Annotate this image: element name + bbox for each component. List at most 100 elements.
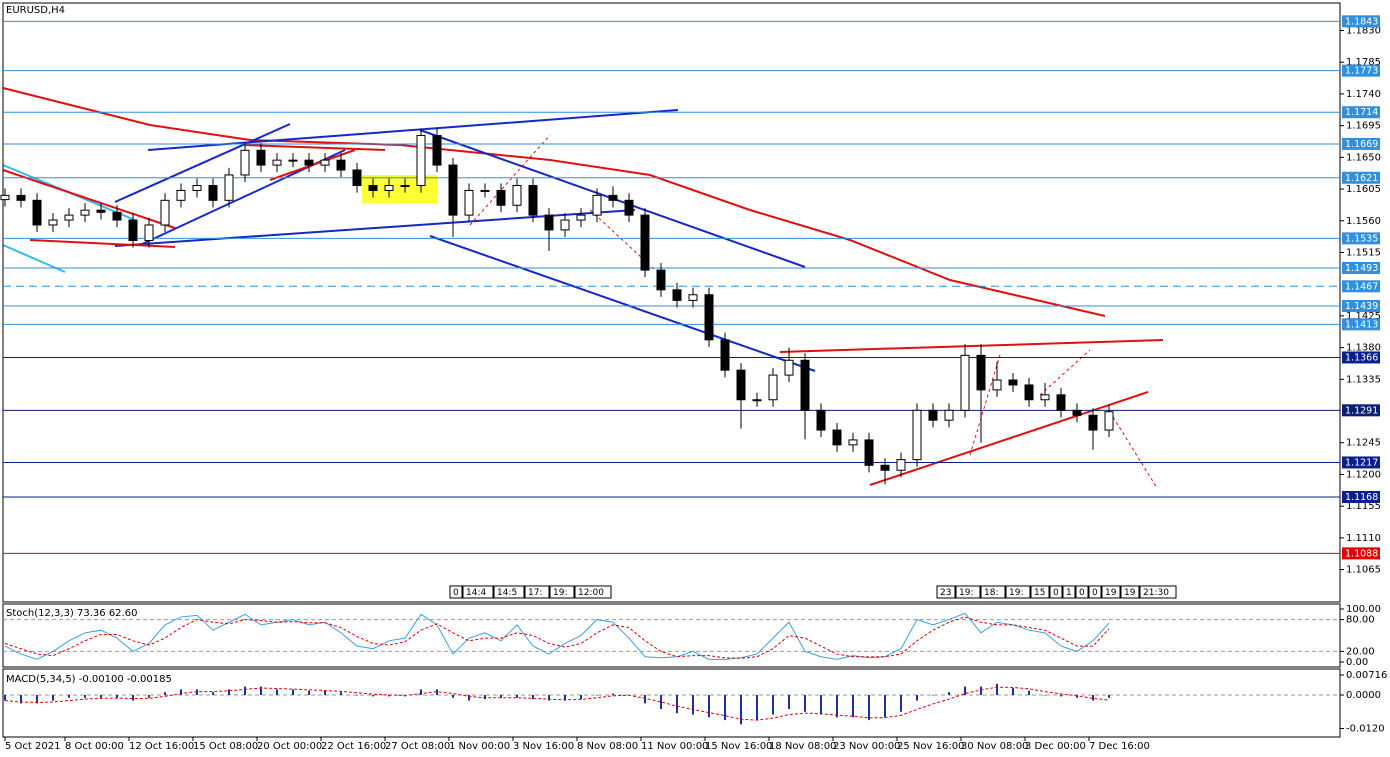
macd-bar: [964, 686, 966, 695]
moving-average: [2, 87, 1106, 317]
candle-body: [272, 159, 282, 166]
macd-bar: [388, 694, 390, 697]
y-tick-label: 0.00: [1346, 657, 1368, 668]
macd-bar: [532, 694, 534, 700]
time-box-label: 17:: [528, 588, 542, 598]
trend-line: [114, 123, 291, 203]
price-label: 1.1535: [1345, 233, 1378, 244]
macd-bar: [1028, 690, 1030, 695]
macd-bar: [180, 689, 182, 695]
macd-bar: [708, 694, 710, 718]
x-tick-label: 25 Nov 16:00: [897, 741, 964, 752]
trend-line: [2, 169, 176, 229]
macd-bar: [788, 694, 790, 709]
x-tick-label: 20 Oct 00:00: [257, 741, 322, 752]
candle-body: [848, 439, 858, 446]
candle-body: [624, 199, 634, 216]
indicator-line: [4, 616, 1110, 659]
candle-body: [1056, 394, 1066, 411]
candle-body: [512, 185, 522, 206]
x-tick-label: 11 Nov 00:00: [641, 741, 708, 752]
candle-body: [992, 379, 1002, 391]
candle-body: [304, 159, 314, 166]
candle-body: [528, 185, 538, 216]
y-tick-label: 1.1515: [1346, 247, 1381, 258]
time-box: [524, 585, 550, 599]
panel-title: Stoch(12,3,3) 73.36 62.60: [6, 608, 137, 619]
macd-bar: [660, 694, 662, 709]
candle-body: [16, 194, 26, 201]
y-tick-label: 1.1065: [1346, 565, 1381, 576]
trend-line: [244, 144, 386, 151]
time-box: [1120, 585, 1140, 599]
x-tick-label: 3 Dec 00:00: [1025, 741, 1086, 752]
macd-bar: [836, 694, 838, 718]
candle-body: [816, 409, 826, 431]
macd-bar: [724, 694, 726, 721]
y-tick-label: 0.00716: [1346, 670, 1387, 681]
candle-body: [704, 294, 714, 341]
macd-bar: [692, 694, 694, 715]
candle-body: [656, 269, 666, 291]
price-label: 1.1467: [1345, 281, 1378, 292]
time-box: [574, 585, 612, 599]
macd-bar: [756, 694, 758, 721]
macd-bar: [308, 690, 310, 695]
x-tick-label: 5 Oct 2021: [5, 741, 60, 752]
macd-bar: [164, 692, 166, 695]
price-label: 1.1366: [1345, 352, 1378, 363]
forecast-line: [1109, 411, 1158, 489]
time-box-label: 0: [1092, 588, 1098, 598]
macd-bar: [372, 694, 374, 697]
y-tick-label: 1.1830: [1346, 25, 1381, 36]
stoch-panel: [2, 603, 1341, 668]
macd-bar: [852, 694, 854, 718]
x-tick-label: 8 Nov 08:00: [577, 741, 638, 752]
time-box: [955, 585, 981, 599]
price-label-box: [1342, 15, 1380, 28]
price-label: 1.1217: [1345, 457, 1378, 468]
candle-body: [880, 464, 890, 471]
macd-bar: [1060, 694, 1062, 697]
candle-body: [96, 209, 106, 213]
y-tick-label: 1.1605: [1346, 184, 1381, 195]
macd-bar: [900, 694, 902, 712]
macd-bar: [148, 694, 150, 698]
y-tick-label: 1.1110: [1346, 533, 1381, 544]
panel-frames: [2, 2, 1341, 738]
candle-body: [80, 209, 90, 216]
y-tick-label: 1.1200: [1346, 469, 1381, 480]
panel-title: MACD(5,34,5) -0.00100 -0.00185: [6, 674, 172, 685]
candle-body: [112, 211, 122, 221]
price-label: 1.1843: [1345, 16, 1378, 27]
x-tick-label: 7 Dec 16:00: [1089, 741, 1150, 752]
macd-bar: [612, 693, 614, 695]
macd-bar: [772, 694, 774, 715]
macd-bar: [516, 694, 518, 698]
candle-body: [544, 214, 554, 231]
time-box: [462, 585, 494, 599]
macd-bar: [452, 694, 454, 698]
macd-bar: [676, 694, 678, 714]
macd-bar: [1044, 694, 1046, 696]
candle-body: [928, 409, 938, 421]
candle-body: [960, 354, 970, 411]
macd-bar: [36, 694, 38, 704]
macd-bar: [948, 692, 950, 695]
time-box-label: 19:: [959, 588, 973, 598]
price-label-box: [1342, 404, 1380, 417]
trend-line: [147, 109, 679, 151]
time-box-label: 0: [1079, 588, 1085, 598]
candle-body: [208, 185, 218, 201]
signal-line: [4, 686, 1110, 721]
price-label: 1.1413: [1345, 319, 1378, 330]
y-tick-label: 0.0000: [1346, 690, 1381, 701]
candle-body: [976, 354, 986, 391]
candle-body: [896, 459, 906, 471]
time-box-label: 0: [453, 588, 459, 598]
macd-bar: [420, 689, 422, 695]
time-box-label: 21:30: [1143, 588, 1169, 598]
price-label: 1.1773: [1345, 66, 1378, 77]
